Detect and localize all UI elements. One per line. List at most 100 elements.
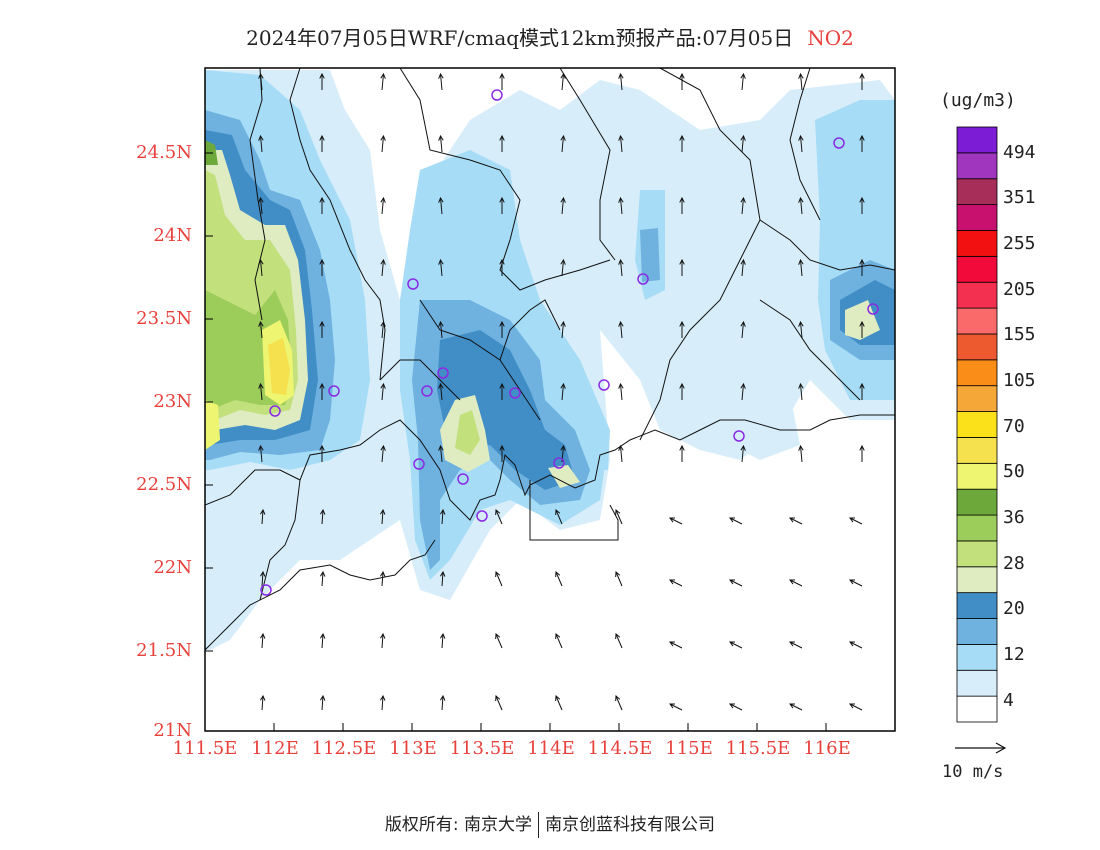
axis-ticks — [204, 152, 827, 732]
wind-arrow — [260, 73, 263, 91]
wind-arrow — [800, 383, 803, 401]
wind-arrow — [440, 135, 443, 153]
wind-vectors — [258, 72, 865, 711]
wind-arrow-head — [319, 320, 325, 327]
wind-arrow-head — [859, 134, 865, 141]
wind-arrow — [669, 517, 683, 525]
colorbar-label-12: 12 — [1003, 644, 1025, 665]
monitoring-stations — [260, 89, 879, 596]
lat-label-23.5N: 23.5N — [136, 308, 192, 329]
station-marker — [833, 137, 845, 149]
wind-arrow-head — [555, 632, 561, 640]
colorbar-swatch — [956, 152, 998, 180]
wind-arrow-head — [679, 72, 685, 79]
wind-arrow-head — [380, 444, 386, 451]
wind-arrow-head — [615, 508, 621, 516]
field-level-12e — [590, 430, 610, 470]
wind-arrow — [741, 259, 744, 277]
colorbar-swatch — [956, 126, 998, 154]
wind-arrow-head — [798, 382, 804, 389]
wind-arrow — [561, 259, 564, 277]
wind-arrow — [321, 695, 324, 711]
wind-arrow-head — [789, 703, 796, 709]
lat-label-24N: 24N — [153, 225, 192, 246]
station-marker — [867, 303, 879, 315]
wind-arrow — [800, 197, 803, 215]
wind-arrow-head — [679, 196, 685, 203]
wind-arrow — [495, 571, 503, 587]
wind-arrow — [381, 197, 384, 215]
wind-arrow — [381, 73, 384, 91]
wind-arrow-head — [789, 579, 796, 585]
wind-arrow — [495, 695, 503, 711]
wind-arrow — [620, 135, 623, 153]
wind-arrow-head — [495, 508, 501, 516]
field-level-4c — [720, 395, 800, 460]
wind-arrow-head — [438, 382, 444, 389]
wind-arrow-head — [740, 382, 746, 389]
wind-arrow-head — [259, 632, 266, 639]
field-level-70c — [205, 400, 220, 450]
colorbar-label-205: 205 — [1003, 279, 1036, 300]
wind-arrow — [555, 633, 563, 649]
wind-arrow — [381, 383, 384, 401]
wind-arrow-head — [618, 258, 624, 265]
wind-arrow-head — [258, 382, 264, 389]
wind-arrow — [620, 197, 623, 215]
copyright-company: 南京创蓝科技有限公司 — [545, 815, 716, 835]
wind-arrow-head — [499, 258, 505, 265]
colorbar-swatch — [956, 695, 998, 723]
wind-arrow-head — [319, 258, 325, 265]
wind-arrow — [849, 579, 863, 587]
wind-arrow-head — [319, 382, 325, 389]
wind-arrow-head — [669, 703, 676, 709]
colorbar-swatch — [956, 281, 998, 309]
wind-arrow-head — [679, 320, 685, 327]
wind-arrow — [789, 641, 803, 649]
lon-label-112.5E: 112.5E — [311, 738, 377, 759]
wind-arrow — [615, 695, 623, 711]
wind-arrow-head — [849, 517, 856, 523]
wind-arrow — [441, 571, 444, 587]
wind-arrow-head — [798, 72, 804, 79]
wind-arrow — [669, 703, 683, 711]
wind-arrow-head — [379, 508, 386, 515]
wind-arrow — [321, 509, 324, 525]
wind-arrow — [321, 571, 324, 587]
wind-arrow — [620, 259, 623, 277]
wind-arrow — [741, 383, 744, 401]
wind-arrow — [729, 641, 743, 649]
station-marker — [260, 584, 272, 596]
lat-label-23N: 23N — [153, 391, 192, 412]
lat-label-21.5N: 21.5N — [136, 640, 192, 661]
wind-arrow — [381, 321, 384, 339]
wind-arrow — [321, 633, 324, 649]
lon-label-113E: 113E — [389, 738, 437, 759]
wind-arrow-head — [499, 196, 505, 203]
wind-arrow-head — [618, 72, 624, 79]
colorbar-swatch — [956, 618, 998, 645]
colorbar-label-28: 28 — [1003, 553, 1025, 574]
colorbar-label-36: 36 — [1003, 507, 1025, 528]
colorbar-label-155: 155 — [1003, 324, 1036, 345]
wind-arrow-head — [438, 444, 444, 451]
station-marker — [413, 458, 425, 470]
wind-arrow-head — [798, 258, 804, 265]
lat-label-22N: 22N — [153, 557, 192, 578]
wind-arrow-head — [849, 641, 856, 647]
wind-arrow-head — [380, 320, 386, 327]
wind-arrow-head — [560, 134, 566, 141]
wind-arrow — [555, 695, 563, 711]
lon-label-112E: 112E — [251, 738, 299, 759]
lon-label-115.5E: 115.5E — [725, 738, 791, 759]
wind-arrow — [441, 633, 444, 649]
wind-arrow — [669, 641, 683, 649]
wind-arrow-head — [740, 134, 746, 141]
station-marker — [637, 273, 649, 285]
wind-arrow-head — [319, 196, 325, 203]
colorbar-swatch — [956, 514, 998, 542]
wind-arrow — [729, 579, 743, 587]
station-marker — [509, 387, 521, 399]
wind-arrow-head — [380, 72, 386, 79]
colorbar — [956, 126, 998, 723]
